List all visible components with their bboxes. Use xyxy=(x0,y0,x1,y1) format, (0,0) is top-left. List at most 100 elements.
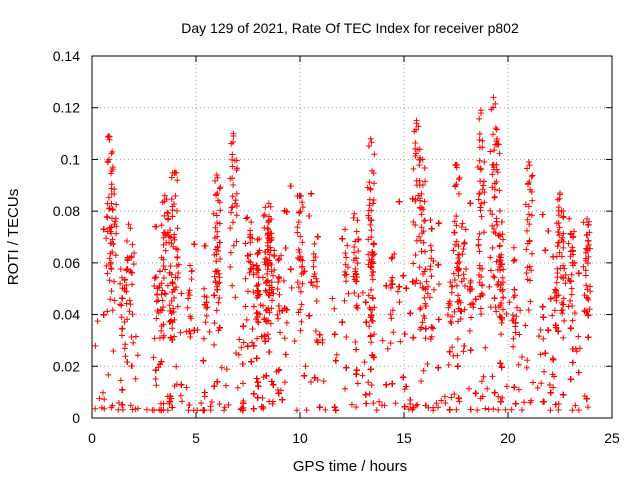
data-point xyxy=(281,335,288,342)
data-point xyxy=(198,400,205,407)
data-point xyxy=(283,319,290,326)
data-point xyxy=(366,390,373,397)
data-point xyxy=(384,345,391,352)
data-point xyxy=(534,384,541,391)
data-point xyxy=(96,395,103,402)
data-point xyxy=(354,380,361,387)
data-point xyxy=(506,299,513,306)
data-point xyxy=(218,364,225,371)
data-point xyxy=(303,407,310,414)
data-point xyxy=(122,341,129,348)
data-point xyxy=(535,333,542,340)
data-point xyxy=(537,351,544,358)
data-point xyxy=(576,345,583,352)
data-point xyxy=(479,393,486,400)
data-point xyxy=(517,307,524,314)
data-point xyxy=(368,381,375,388)
data-point xyxy=(503,310,510,317)
data-point xyxy=(572,402,579,409)
data-point xyxy=(333,351,340,358)
grid-lines xyxy=(92,56,612,418)
data-point xyxy=(482,344,489,351)
data-point xyxy=(130,339,137,346)
data-point xyxy=(348,401,355,408)
data-point xyxy=(206,328,213,335)
data-point xyxy=(92,342,99,349)
data-point xyxy=(353,403,360,410)
data-point xyxy=(499,394,506,401)
data-point xyxy=(342,385,349,392)
data-point xyxy=(495,393,502,400)
data-point xyxy=(233,350,240,357)
data-point xyxy=(569,407,576,414)
data-point xyxy=(143,406,150,413)
data-point xyxy=(523,364,530,371)
data-point xyxy=(522,322,529,329)
data-point xyxy=(370,400,377,407)
chart-title: Day 129 of 2021, Rate Of TEC Index for r… xyxy=(181,20,519,36)
data-point xyxy=(365,379,372,386)
data-point xyxy=(269,400,276,407)
data-point xyxy=(485,406,492,413)
data-point xyxy=(240,380,247,387)
data-point xyxy=(361,359,368,366)
data-point xyxy=(314,376,321,383)
data-point xyxy=(419,319,426,326)
data-point xyxy=(108,404,115,411)
data-point xyxy=(524,357,531,364)
data-point xyxy=(280,277,287,284)
data-point xyxy=(320,378,327,385)
data-point xyxy=(486,283,493,290)
data-point xyxy=(211,320,218,327)
data-point xyxy=(418,324,425,331)
data-point xyxy=(449,344,456,351)
data-point xyxy=(359,372,366,379)
data-point xyxy=(515,361,522,368)
data-point xyxy=(183,384,190,391)
data-point xyxy=(381,402,388,409)
data-point xyxy=(115,399,122,406)
data-point xyxy=(152,375,159,382)
data-point xyxy=(302,363,309,370)
data-point xyxy=(482,405,489,412)
data-point xyxy=(235,351,242,358)
data-point xyxy=(405,406,412,413)
data-point xyxy=(528,397,535,404)
data-point xyxy=(529,379,536,386)
data-point xyxy=(155,364,162,371)
data-point xyxy=(368,339,375,346)
data-point xyxy=(352,339,359,346)
data-point xyxy=(129,406,136,413)
data-point xyxy=(221,404,228,411)
data-point xyxy=(549,312,556,319)
data-point xyxy=(376,398,383,405)
data-point xyxy=(480,373,487,380)
data-point xyxy=(448,394,455,401)
data-point xyxy=(433,400,440,407)
data-point xyxy=(541,368,548,375)
data-point xyxy=(190,407,197,414)
data-point xyxy=(546,381,553,388)
data-point xyxy=(503,383,510,390)
data-point xyxy=(208,398,215,405)
data-point xyxy=(185,407,192,414)
data-point xyxy=(293,407,300,414)
data-point xyxy=(329,295,336,302)
data-point xyxy=(392,400,399,407)
data-point xyxy=(397,338,404,345)
data-point xyxy=(331,305,338,312)
data-point xyxy=(540,335,547,342)
data-point xyxy=(474,407,481,414)
data-point xyxy=(584,404,591,411)
data-point xyxy=(445,361,452,368)
data-point xyxy=(179,398,186,405)
data-point xyxy=(150,354,157,361)
data-point xyxy=(515,386,522,393)
data-point xyxy=(502,406,509,413)
data-point xyxy=(484,385,491,392)
data-point xyxy=(521,399,528,406)
data-point xyxy=(183,328,190,335)
data-point xyxy=(516,331,523,338)
data-point xyxy=(319,336,326,343)
data-point xyxy=(453,406,460,413)
